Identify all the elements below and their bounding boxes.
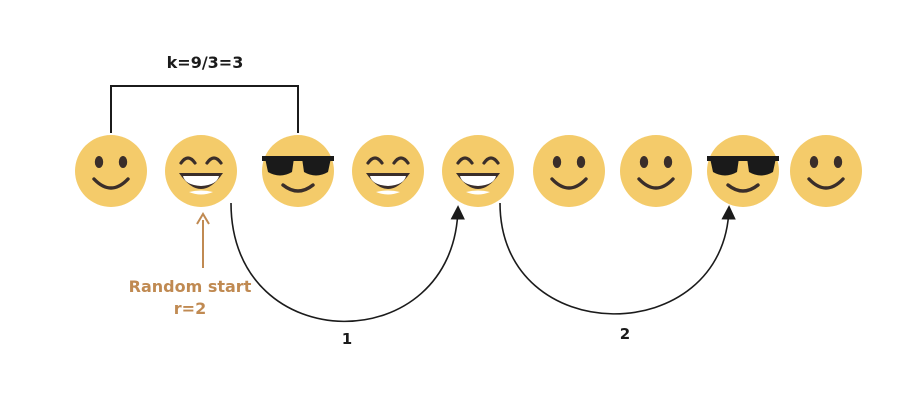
sunglasses-face-icon <box>707 135 779 207</box>
interval-label: k=9/3=3 <box>167 53 244 72</box>
random-start-label: Random start <box>129 277 252 296</box>
smiling-face-icon <box>790 135 862 207</box>
interval-bracket <box>110 85 299 133</box>
sunglasses-face-icon <box>262 135 334 207</box>
smiling-face-icon <box>620 135 692 207</box>
step-arc-1 <box>230 202 465 323</box>
random-start-arrow <box>196 212 210 268</box>
grinning-face-icon <box>165 135 237 207</box>
step-label-2: 2 <box>620 325 630 343</box>
grinning-face-icon <box>442 135 514 207</box>
smiling-face-icon <box>75 135 147 207</box>
grinning-face-icon <box>352 135 424 207</box>
face-row <box>75 135 862 207</box>
random-start-value: r=2 <box>174 299 206 318</box>
smiling-face-icon <box>533 135 605 207</box>
step-arc-2 <box>499 202 736 315</box>
step-label-1: 1 <box>342 330 352 348</box>
